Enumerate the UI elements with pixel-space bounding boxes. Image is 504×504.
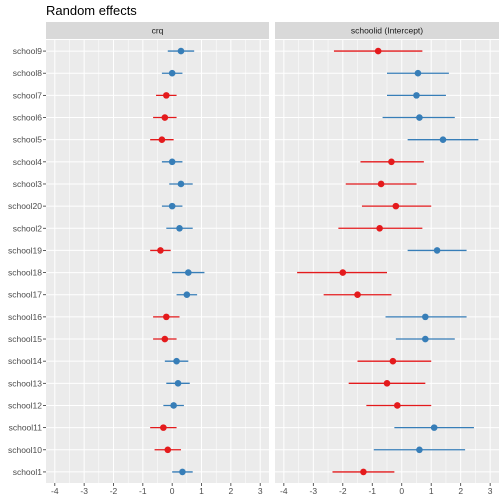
x-tick-label: 2 <box>458 486 463 496</box>
estimate-point <box>433 247 441 254</box>
estimate-point <box>160 424 167 431</box>
estimate-point <box>422 313 429 321</box>
category-label: school1 <box>13 467 43 477</box>
estimate-point <box>439 136 447 143</box>
x-tick-label: 1 <box>429 486 434 496</box>
panel-strip <box>275 22 499 39</box>
category-label: school19 <box>8 245 42 255</box>
category-label: school7 <box>13 90 43 100</box>
estimate-point <box>168 202 176 210</box>
estimate-point <box>354 291 361 299</box>
panel-strip <box>46 22 269 39</box>
estimate-point <box>185 269 192 276</box>
x-tick-label: 0 <box>170 486 175 496</box>
category-label: school10 <box>8 445 42 455</box>
estimate-point <box>168 69 176 77</box>
category-label: school13 <box>8 378 42 388</box>
category-label: school18 <box>8 268 42 278</box>
estimate-point <box>173 357 180 365</box>
category-label: school9 <box>13 46 43 56</box>
panel-1: crq -4 -3 -2 -1 0 1 2 3 school9 school8 school7 scho… <box>8 22 269 496</box>
estimate-point <box>339 269 347 276</box>
estimate-point <box>376 224 383 232</box>
x-tick-label: -3 <box>310 486 318 496</box>
panels-layer: crq -4 -3 -2 -1 0 1 2 3 school9 school8 school7 scho… <box>8 22 499 496</box>
x-tick-label: 1 <box>199 486 204 496</box>
category-label: school20 <box>8 201 42 211</box>
estimate-point <box>388 158 395 166</box>
panel-strip-label: schoolid (Intercept) <box>351 26 423 36</box>
estimate-point <box>161 114 169 121</box>
estimate-point <box>422 335 429 343</box>
estimate-point <box>394 402 401 409</box>
x-tick-label: -1 <box>139 486 147 496</box>
estimate-point <box>416 114 423 121</box>
estimate-point <box>163 313 170 321</box>
estimate-point <box>176 224 183 232</box>
estimate-point <box>413 92 420 99</box>
estimate-point <box>174 380 182 387</box>
estimate-point <box>163 92 170 99</box>
x-tick-label: 3 <box>258 486 263 496</box>
x-tick-label: -3 <box>80 486 88 496</box>
x-tick-label: -2 <box>110 486 118 496</box>
category-label: school2 <box>13 223 43 233</box>
category-label: school11 <box>9 423 43 433</box>
estimate-point <box>177 47 185 55</box>
category-label: school4 <box>13 157 43 167</box>
estimate-point <box>383 380 391 387</box>
estimate-point <box>158 136 166 143</box>
estimate-point <box>164 446 172 454</box>
panel-strip-label: crq <box>152 26 164 36</box>
estimate-point <box>360 468 367 476</box>
estimate-point <box>416 446 423 454</box>
estimate-point <box>183 291 191 299</box>
estimate-point <box>168 158 176 166</box>
x-tick-label: -4 <box>51 486 59 496</box>
category-label: school8 <box>13 68 43 78</box>
estimate-point <box>374 47 382 55</box>
x-tick-label: 0 <box>399 486 404 496</box>
panel-2: schoolid (Intercept) -4 -3 -2 -1 0 1 2 3 <box>275 22 499 496</box>
category-label: school5 <box>13 135 43 145</box>
x-tick-label: -2 <box>339 486 347 496</box>
category-label: school3 <box>13 179 43 189</box>
category-label: school15 <box>8 334 42 344</box>
category-label: school12 <box>8 400 42 410</box>
estimate-point <box>177 180 185 188</box>
category-label: school16 <box>8 312 42 322</box>
chart-title: Random effects <box>46 3 137 18</box>
estimate-point <box>414 69 422 77</box>
estimate-point <box>157 247 164 254</box>
category-label: school17 <box>8 290 42 300</box>
estimate-point <box>170 402 177 409</box>
category-label: school6 <box>13 113 43 123</box>
estimate-point <box>392 202 400 210</box>
estimate-point <box>179 468 186 476</box>
x-tick-label: 2 <box>228 486 233 496</box>
x-tick-label: -1 <box>368 486 376 496</box>
category-label: school14 <box>8 356 42 366</box>
x-tick-label: -4 <box>280 486 288 496</box>
estimate-point <box>430 424 438 431</box>
x-tick-label: 3 <box>488 486 493 496</box>
estimate-point <box>389 357 397 365</box>
estimate-point <box>377 180 385 188</box>
estimate-point <box>161 335 169 343</box>
